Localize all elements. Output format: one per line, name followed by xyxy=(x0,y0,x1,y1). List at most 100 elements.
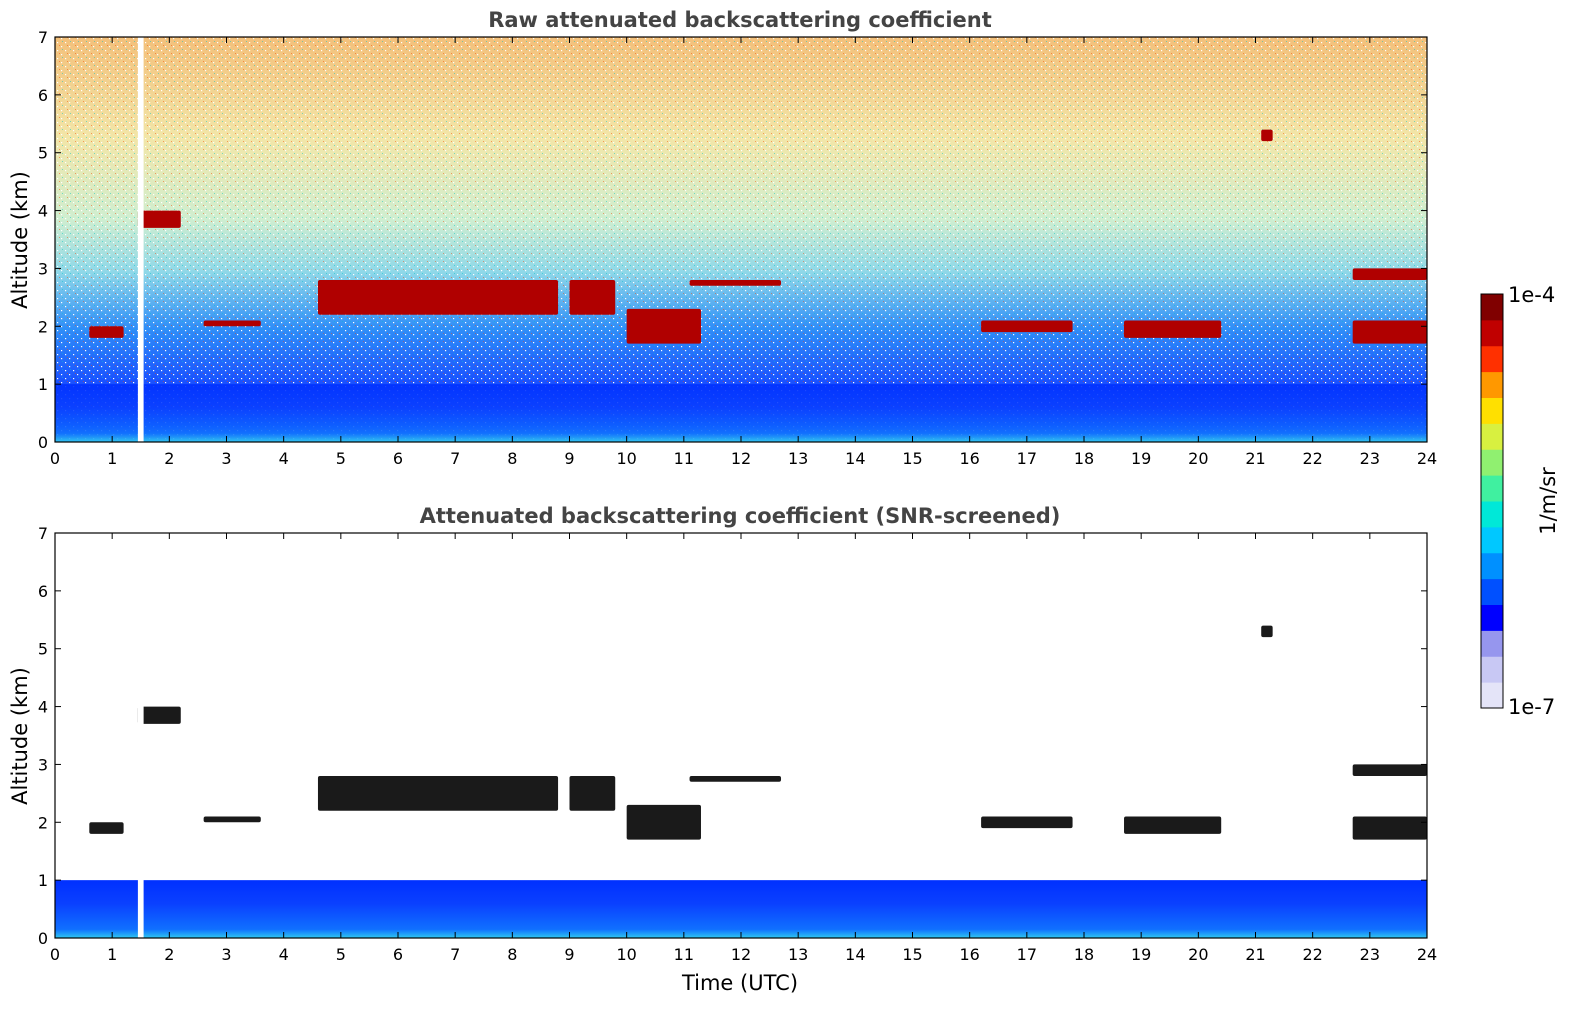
colorbar-max-label: 1e-4 xyxy=(1508,283,1555,307)
x-tick-label: 7 xyxy=(450,449,460,468)
raw-features xyxy=(55,37,1427,442)
x-tick-label: 7 xyxy=(450,945,460,964)
cloud-layer xyxy=(1352,816,1427,840)
x-tick-label: 3 xyxy=(221,449,231,468)
x-tick-label: 3 xyxy=(221,945,231,964)
colorbar-band xyxy=(1481,294,1503,321)
x-tick-label: 0 xyxy=(50,945,60,964)
x-tick-label: 14 xyxy=(845,449,865,468)
colorbar-band xyxy=(1481,345,1503,373)
screened-y-axis-label: Altitude (km) xyxy=(8,667,32,805)
cloud-layer xyxy=(1261,625,1273,638)
x-tick-label: 15 xyxy=(902,945,922,964)
screened-y-axis: 0 1 2 3 4 5 6 7 xyxy=(38,524,1427,948)
x-tick-label: 15 xyxy=(902,449,922,468)
x-tick-label: 10 xyxy=(616,449,636,468)
x-tick-label: 24 xyxy=(1417,449,1437,468)
screened-features xyxy=(55,533,1427,938)
x-tick-label: 21 xyxy=(1245,449,1265,468)
cloud-layer xyxy=(317,280,559,315)
y-tick-label: 6 xyxy=(38,86,48,105)
boundary-layer xyxy=(55,880,1427,938)
screened-x-axis: 0 1 2 3 4 5 6 7 8 9 10 11 12 13 14 15 16 17 18 19 20 21 22 23 24 xyxy=(50,533,1437,964)
cloud-layer xyxy=(689,280,782,286)
cloud-layer xyxy=(137,706,181,724)
y-tick-label: 1 xyxy=(38,871,48,890)
colorbar-band xyxy=(1481,552,1503,580)
colorbar-band xyxy=(1481,578,1503,605)
x-tick-label: 1 xyxy=(107,945,117,964)
colorbar-band xyxy=(1481,371,1503,398)
x-tick-label: 5 xyxy=(336,945,346,964)
cloud-layer xyxy=(1352,320,1427,344)
x-tick-label: 11 xyxy=(674,945,694,964)
y-tick-label: 5 xyxy=(38,144,48,163)
cloud-layer xyxy=(1352,764,1427,776)
cloud-layer xyxy=(89,822,124,834)
raw-noise-texture xyxy=(55,37,1427,442)
x-tick-label: 20 xyxy=(1188,449,1208,468)
raw-y-axis: 0 1 2 3 4 5 6 7 xyxy=(38,28,1427,452)
missing-data-gap xyxy=(137,533,144,938)
raw-y-axis-label: Altitude (km) xyxy=(8,171,32,309)
y-tick-label: 0 xyxy=(38,433,48,452)
x-tick-label: 22 xyxy=(1302,945,1322,964)
x-tick-label: 20 xyxy=(1188,945,1208,964)
missing-data-gap xyxy=(137,37,144,442)
x-tick-label: 2 xyxy=(164,449,174,468)
colorbar-bands xyxy=(1481,294,1503,709)
x-tick-label: 23 xyxy=(1360,449,1380,468)
y-tick-label: 4 xyxy=(38,698,48,717)
colorbar-band xyxy=(1481,397,1503,424)
x-tick-label: 6 xyxy=(393,449,403,468)
x-tick-label: 5 xyxy=(336,449,346,468)
colorbar-band xyxy=(1481,682,1503,709)
colorbar-band xyxy=(1481,630,1503,657)
boundary-layer xyxy=(55,384,1427,442)
y-tick-label: 1 xyxy=(38,375,48,394)
cloud-layer xyxy=(981,816,1073,829)
x-tick-label: 21 xyxy=(1245,945,1265,964)
panel-raw-title: Raw attenuated backscattering coefficien… xyxy=(488,8,992,32)
cloud-layer xyxy=(569,280,616,315)
x-tick-label: 2 xyxy=(164,945,174,964)
x-tick-label: 8 xyxy=(507,945,517,964)
cloud-layer xyxy=(137,210,181,228)
cloud-layer xyxy=(1124,816,1222,834)
colorbar-frame xyxy=(1480,293,1504,709)
x-tick-label: 8 xyxy=(507,449,517,468)
x-axis-label: Time (UTC) xyxy=(681,971,798,995)
colorbar-band xyxy=(1481,526,1503,554)
x-tick-label: 18 xyxy=(1074,449,1094,468)
panel-screened-title: Attenuated backscattering coefficient (S… xyxy=(420,504,1061,528)
x-tick-label: 9 xyxy=(564,945,574,964)
cloud-layer xyxy=(981,320,1073,333)
raw-x-axis: 0 1 2 3 4 5 6 7 8 9 10 11 12 13 14 15 16 17 18 19 20 21 22 23 24 xyxy=(50,37,1437,468)
cloud-layer xyxy=(689,776,782,782)
cloud-layer xyxy=(569,776,616,811)
panel-raw: Raw attenuated backscattering coefficien… xyxy=(8,8,1437,468)
x-tick-label: 17 xyxy=(1017,449,1037,468)
x-tick-label: 13 xyxy=(788,945,808,964)
y-tick-label: 0 xyxy=(38,929,48,948)
x-tick-label: 16 xyxy=(959,945,979,964)
y-tick-label: 5 xyxy=(38,640,48,659)
y-tick-label: 6 xyxy=(38,582,48,601)
cloud-layer xyxy=(1261,129,1273,142)
x-tick-label: 12 xyxy=(731,945,751,964)
x-tick-label: 10 xyxy=(616,945,636,964)
colorbar-band xyxy=(1481,449,1503,476)
colorbar-unit-label: 1/m/sr xyxy=(1536,467,1560,535)
y-tick-label: 2 xyxy=(38,813,48,832)
x-tick-label: 9 xyxy=(564,449,574,468)
x-tick-label: 24 xyxy=(1417,945,1437,964)
y-tick-label: 3 xyxy=(38,259,48,278)
colorbar-band xyxy=(1481,656,1503,683)
colorbar-band xyxy=(1481,475,1503,502)
x-tick-label: 0 xyxy=(50,449,60,468)
x-tick-label: 19 xyxy=(1131,449,1151,468)
panel-screened-plot-area xyxy=(55,533,1427,938)
x-tick-label: 13 xyxy=(788,449,808,468)
y-tick-label: 3 xyxy=(38,755,48,774)
